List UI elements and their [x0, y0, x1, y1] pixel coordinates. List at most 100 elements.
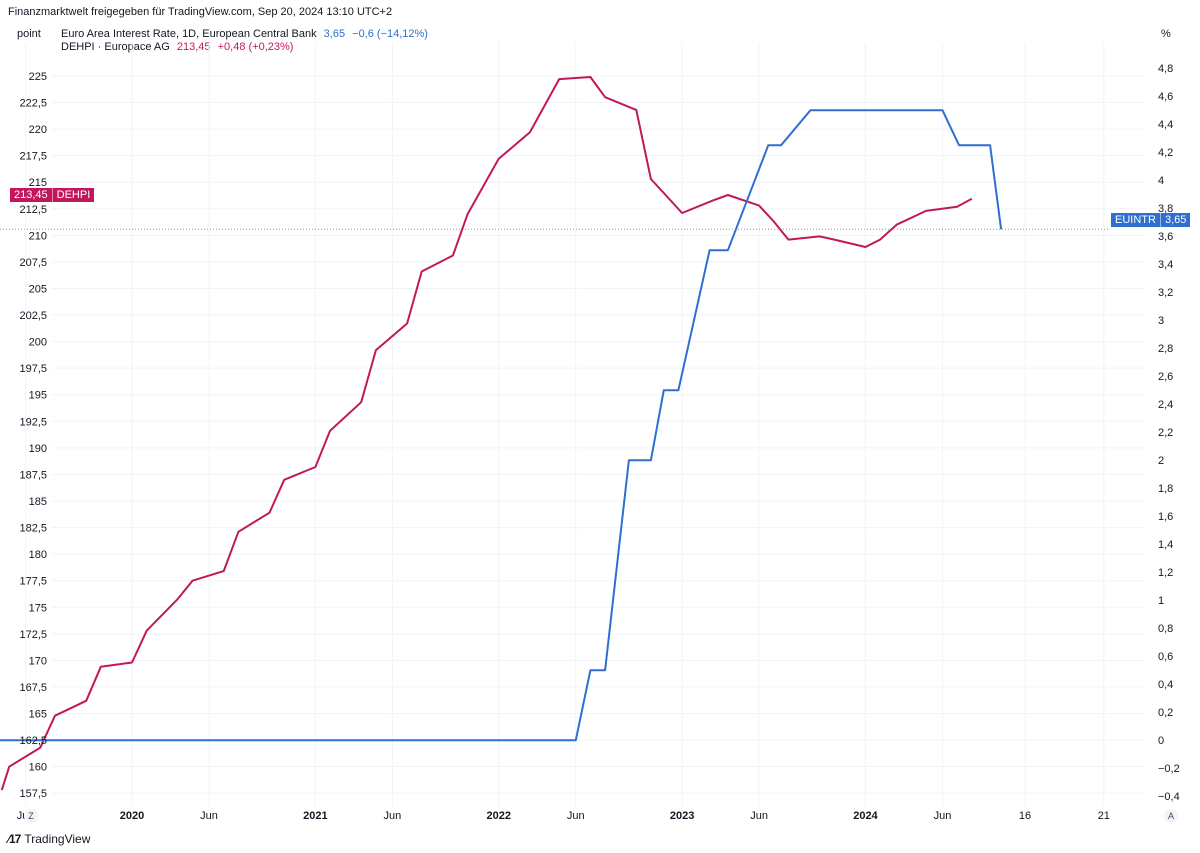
legend-label-dehpi: DEHPI · Europace AG	[61, 41, 170, 53]
left-tick-label: 157,5	[19, 788, 47, 800]
auto-scale-button[interactable]: A	[1164, 809, 1178, 823]
legend-label-interest-rate: Euro Area Interest Rate, 1D, European Ce…	[61, 28, 317, 40]
right-tick-label: 4,2	[1158, 147, 1173, 159]
left-tick-label: 197,5	[19, 363, 47, 375]
right-tick-label: −0,2	[1158, 763, 1180, 775]
right-tick-label: 1,4	[1158, 539, 1173, 551]
dehpi-line	[0, 76, 973, 791]
x-tick-label: Jun	[200, 810, 218, 822]
left-tick-label: 187,5	[19, 469, 47, 481]
x-tick-label: Jun	[384, 810, 402, 822]
euintr-tag-name: EUINTR	[1115, 214, 1156, 226]
left-tick-label: 170	[29, 655, 47, 667]
euintr-tag-value: 3,65	[1159, 213, 1190, 227]
right-tick-label: 0,2	[1158, 707, 1173, 719]
legend-change-interest-rate: −0,6 (−14,12%)	[352, 28, 428, 40]
series-lines	[0, 76, 1003, 791]
left-tick-label: 222,5	[19, 98, 47, 110]
legend-row-dehpi[interactable]: DEHPI · Europace AG 213,45 +0,48 (+0,23%…	[61, 41, 428, 54]
right-tick-label: 0,6	[1158, 651, 1173, 663]
left-tick-label: 185	[29, 496, 47, 508]
right-tick-label: 0,8	[1158, 623, 1173, 635]
left-tick-label: 182,5	[19, 523, 47, 535]
right-tick-label: 4,6	[1158, 91, 1173, 103]
x-tick-label: 2020	[120, 810, 144, 822]
right-tick-label: 0,4	[1158, 679, 1173, 691]
right-tick-label: 2	[1158, 455, 1164, 467]
right-tick-label: 3,6	[1158, 231, 1173, 243]
left-tick-label: 212,5	[19, 204, 47, 216]
right-tick-label: −0,4	[1158, 791, 1180, 803]
left-tick-label: 200	[29, 337, 47, 349]
chart-header: Finanzmarktwelt freigegeben für TradingV…	[8, 6, 393, 18]
x-tick-label: 21	[1098, 810, 1110, 822]
tradingview-icon: ⁄17	[8, 832, 21, 846]
x-tick-label: 2022	[486, 810, 510, 822]
left-tick-label: 215	[29, 177, 47, 189]
tradingview-logo-text: TradingView	[24, 832, 91, 846]
interest-rate-line	[0, 109, 1003, 742]
left-tick-label: 175	[29, 602, 47, 614]
right-tick-label: 4,4	[1158, 119, 1173, 131]
left-tick-label: 225	[29, 71, 47, 83]
left-tick-label: 190	[29, 443, 47, 455]
right-tick-label: 3,8	[1158, 203, 1173, 215]
legend: Euro Area Interest Rate, 1D, European Ce…	[61, 28, 428, 54]
left-tick-label: 180	[29, 549, 47, 561]
dehpi-tag-value: 213,45	[14, 189, 48, 201]
left-tick-label: 172,5	[19, 629, 47, 641]
left-tick-label: 160	[29, 762, 47, 774]
zoom-reset-label: Z	[28, 811, 34, 821]
right-tick-label: 3,4	[1158, 259, 1173, 271]
right-tick-label: 2,4	[1158, 399, 1173, 411]
legend-change-dehpi: +0,48 (+0,23%)	[217, 41, 294, 53]
left-tick-label: 205	[29, 283, 47, 295]
right-tick-label: 2,6	[1158, 371, 1173, 383]
left-tick-label: 217,5	[19, 151, 47, 163]
right-tick-label: 3	[1158, 315, 1164, 327]
right-axis-unit: %	[1161, 28, 1171, 40]
left-tick-label: 195	[29, 390, 47, 402]
left-tick-label: 192,5	[19, 416, 47, 428]
right-tick-label: 3,2	[1158, 287, 1173, 299]
zoom-reset-button[interactable]: Z	[24, 809, 38, 823]
left-axis-labels: 157,5 160 162,5 165 167,5 170 172,5 175 177,5 180…	[19, 71, 47, 800]
x-tick-label: Jun	[750, 810, 768, 822]
left-tick-label: 177,5	[19, 576, 47, 588]
x-tick-label: 2021	[303, 810, 327, 822]
x-tick-label: Jun	[934, 810, 952, 822]
right-axis-labels: −0,4 −0,2 0 0,2 0,4 0,6 0,8 1 1,2 1,4 1,6 1,8 2 2,2 2,…	[1158, 63, 1180, 803]
left-tick-label: 165	[29, 709, 47, 721]
left-tick-label: 210	[29, 230, 47, 242]
left-tick-label: 162,5	[19, 735, 47, 747]
left-tick-label: 207,5	[19, 257, 47, 269]
left-tick-label: 167,5	[19, 682, 47, 694]
x-tick-label: 2023	[670, 810, 694, 822]
right-tick-label: 1,8	[1158, 483, 1173, 495]
tradingview-logo[interactable]: ⁄17 TradingView	[8, 832, 90, 846]
auto-scale-label: A	[1167, 811, 1174, 821]
right-tick-label: 1,6	[1158, 511, 1173, 523]
legend-value-interest-rate: 3,65	[323, 28, 346, 40]
legend-value-dehpi: 213,45	[176, 41, 211, 53]
grid	[25, 43, 1146, 806]
x-tick-label: 2024	[853, 810, 878, 822]
dehpi-price-tag: 213,45 DEHPI	[10, 188, 95, 202]
left-tick-label: 202,5	[19, 310, 47, 322]
x-tick-label: 16	[1019, 810, 1031, 822]
legend-row-interest-rate[interactable]: Euro Area Interest Rate, 1D, European Ce…	[61, 28, 428, 41]
dehpi-tag-name: DEHPI	[51, 188, 95, 202]
left-tick-label: 220	[29, 124, 47, 136]
x-axis-labels: Jun2020Jun2021Jun2022Jun2023Jun2024Jun16…	[17, 810, 1110, 822]
right-tick-label: 4,8	[1158, 63, 1173, 75]
right-tick-label: 1,2	[1158, 567, 1173, 579]
right-tick-label: 2,8	[1158, 343, 1173, 355]
right-tick-label: 0	[1158, 735, 1164, 747]
x-tick-label: Jun	[567, 810, 585, 822]
euintr-price-tag: EUINTR 3,65	[1111, 213, 1191, 227]
right-tick-label: 4	[1158, 175, 1164, 187]
right-tick-label: 1	[1158, 595, 1164, 607]
right-tick-label: 2,2	[1158, 427, 1173, 439]
left-axis-unit: point	[17, 28, 41, 40]
